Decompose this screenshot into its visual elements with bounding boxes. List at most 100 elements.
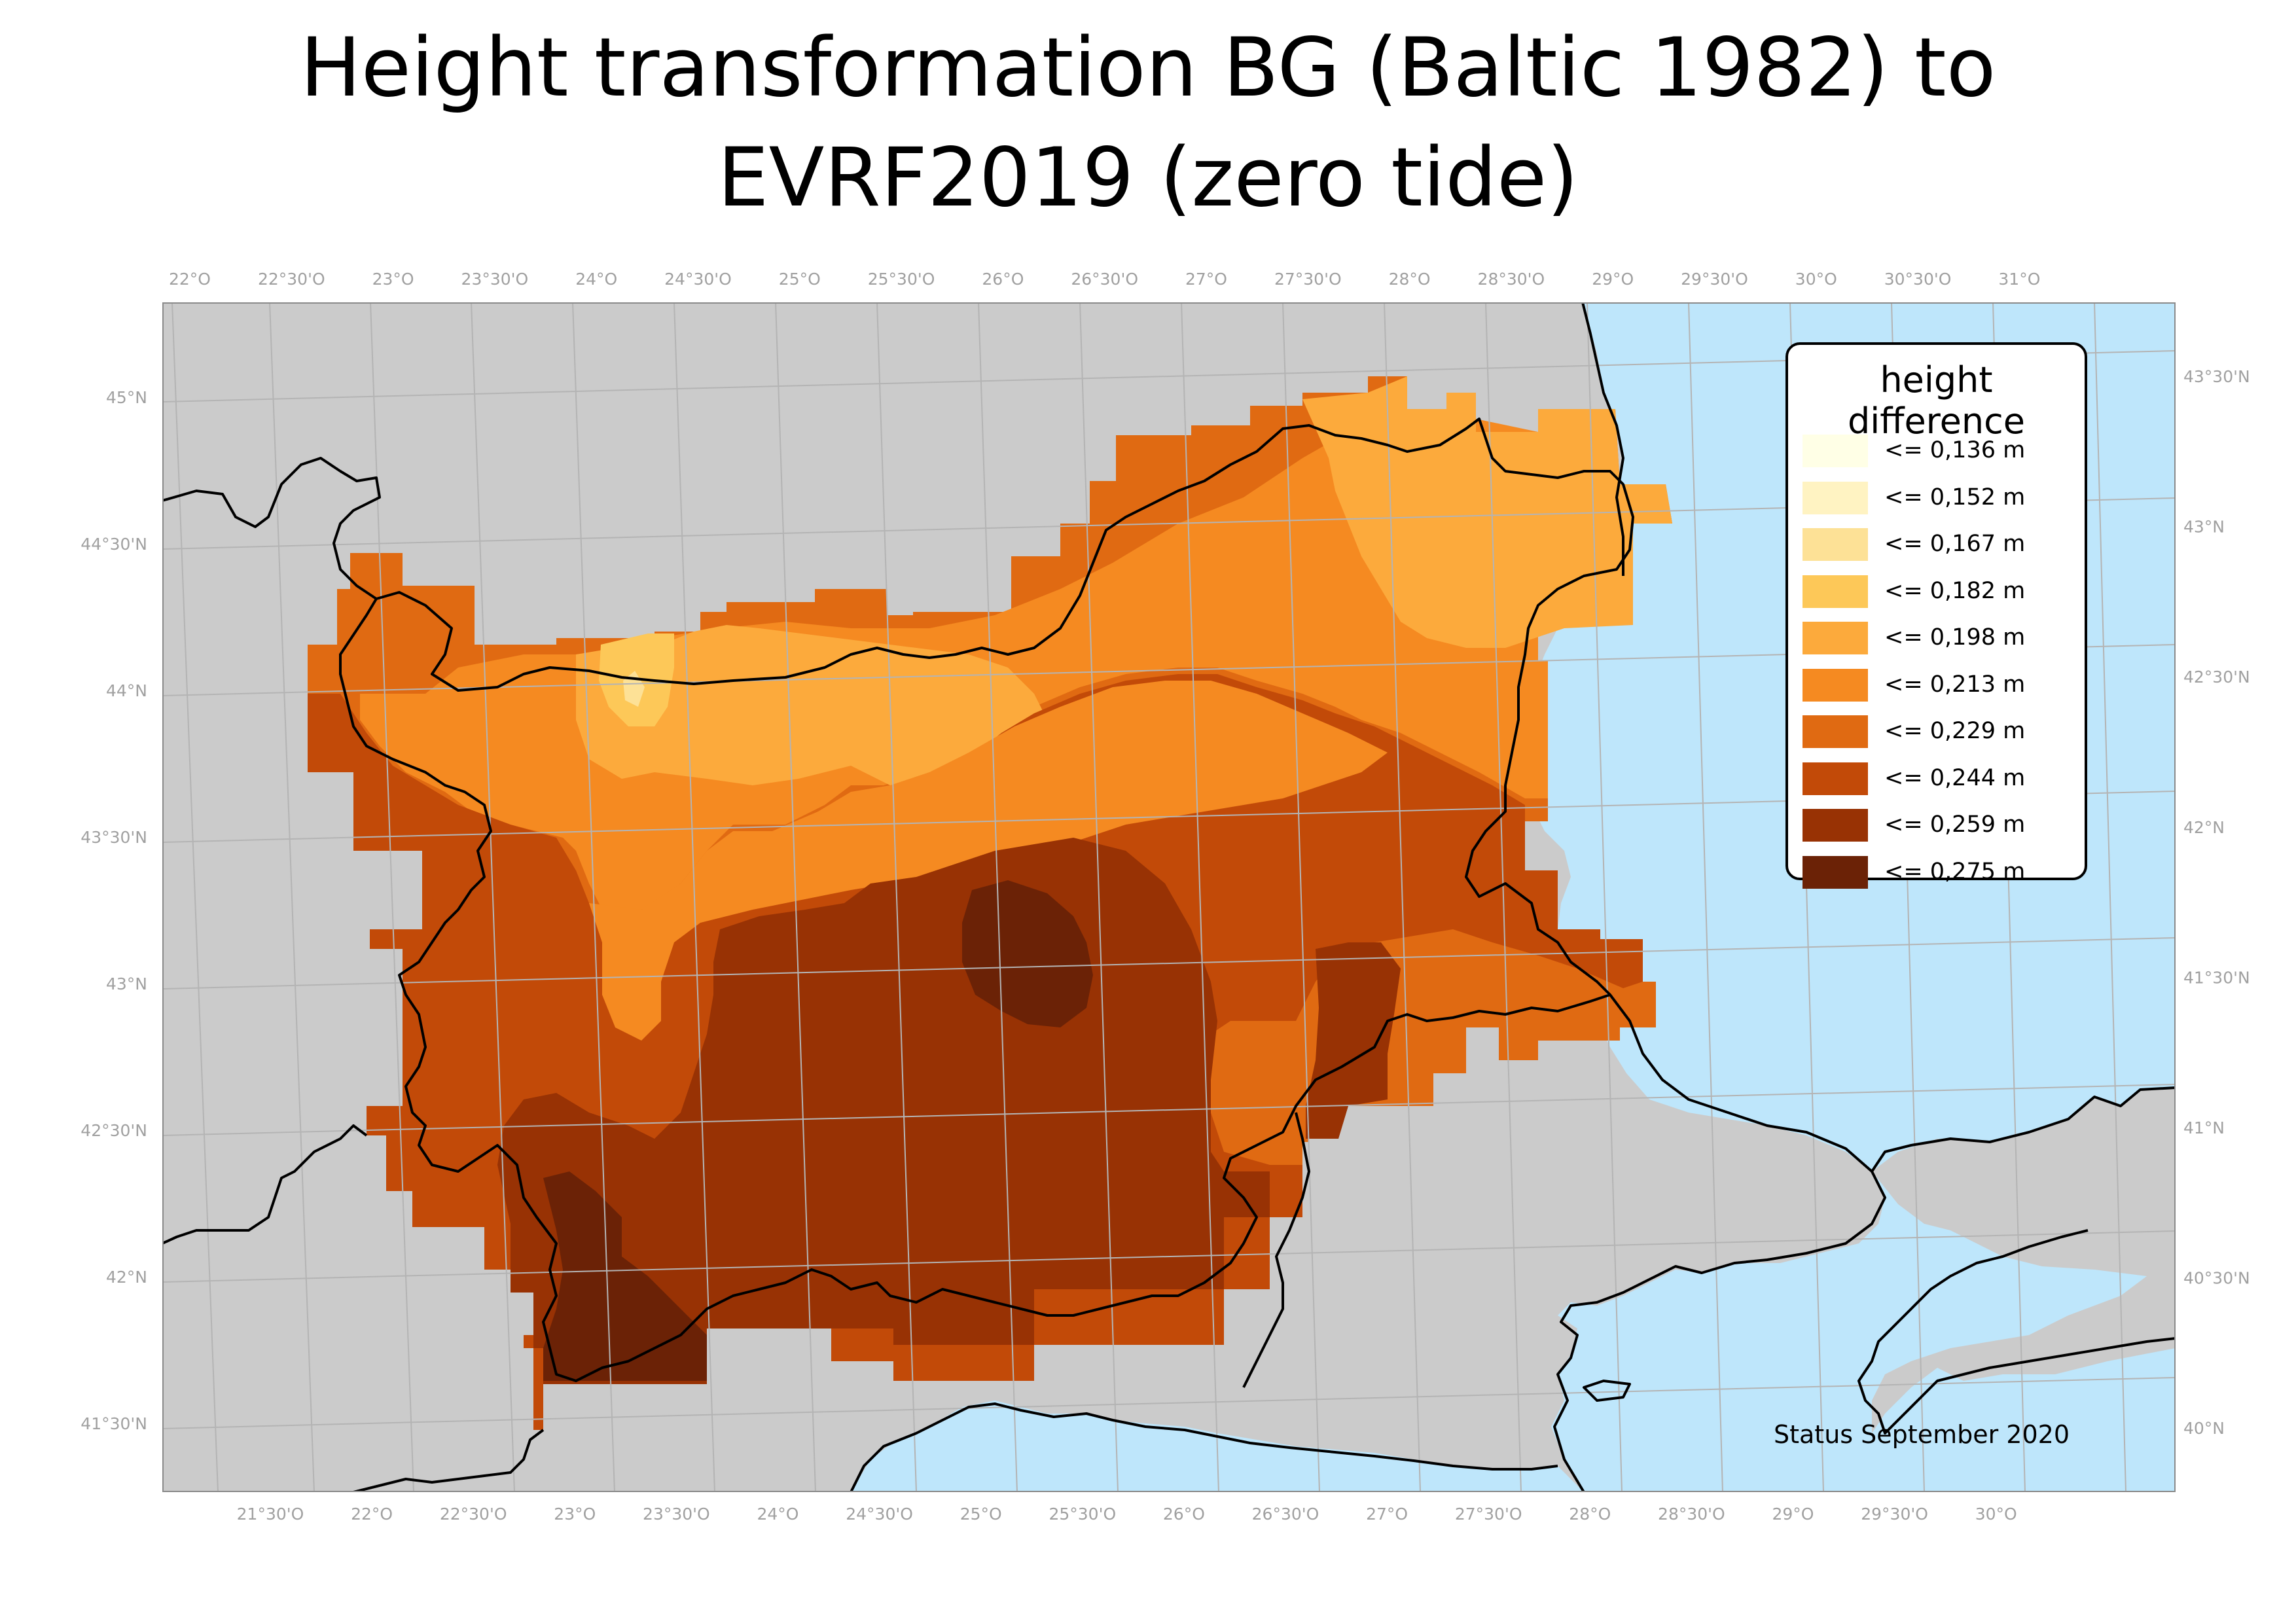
top-lon-label: 26°30'O <box>1071 270 1138 289</box>
macedonia-greece-border <box>353 1429 545 1492</box>
legend-swatch <box>1803 575 1868 608</box>
map-title-line-1: Height transformation BG (Baltic 1982) t… <box>300 21 1996 115</box>
left-lat-label: 44°30'N <box>81 535 147 554</box>
raster-zone-259-east <box>1306 942 1401 1139</box>
legend-title: height difference <box>1847 359 2026 442</box>
left-lat-label: 43°30'N <box>81 828 147 847</box>
turkey-coast <box>1609 993 2176 1173</box>
right-lat-label: 43°30'N <box>2183 367 2250 386</box>
legend-label: <= 0,136 m <box>1884 437 2026 463</box>
left-lat-label: 42°30'N <box>81 1121 147 1140</box>
top-lon-label: 28°O <box>1389 270 1431 289</box>
left-lat-label: 44°N <box>106 681 147 700</box>
bottom-lon-label: 22°O <box>351 1505 393 1524</box>
legend-label: <= 0,167 m <box>1884 531 2026 557</box>
status-text: Status September 2020 <box>1774 1420 2070 1449</box>
bottom-lon-label: 25°O <box>960 1505 1002 1524</box>
legend-swatch <box>1803 481 1868 514</box>
left-lat-label: 45°N <box>106 388 147 407</box>
top-lon-label: 22°30'O <box>258 270 325 289</box>
north-black-sea-coast <box>1581 302 1624 576</box>
top-lon-label: 30°30'O <box>1884 270 1952 289</box>
legend-swatch <box>1803 435 1868 467</box>
top-lon-label: 25°30'O <box>868 270 935 289</box>
bottom-lon-label: 30°O <box>1975 1505 2017 1524</box>
legend-swatch <box>1803 668 1868 702</box>
legend-swatch <box>1803 528 1868 561</box>
bottom-lon-label: 21°30'O <box>237 1505 304 1524</box>
graticule-labels: 22°O 22°30'O 23°O 23°30'O 24°O 24°30'O 25°O 25°… <box>81 270 2250 1524</box>
legend-label: <= 0,229 m <box>1884 718 2026 744</box>
top-lon-label: 28°30'O <box>1478 270 1545 289</box>
left-lat-label: 42°N <box>106 1268 147 1287</box>
top-lon-label: 30°O <box>1795 270 1837 289</box>
bottom-lon-label: 25°30'O <box>1049 1505 1116 1524</box>
map-title-line-2: EVRF2019 (zero tide) <box>717 131 1579 225</box>
top-lon-label: 29°30'O <box>1681 270 1748 289</box>
legend-swatch <box>1803 855 1868 889</box>
right-lat-label: 41°30'N <box>2183 968 2250 987</box>
top-lon-label: 29°O <box>1592 270 1634 289</box>
raster-zone-213 <box>360 419 1672 916</box>
left-lat-label: 41°30'N <box>81 1414 147 1433</box>
legend-label: <= 0,182 m <box>1884 577 2026 604</box>
legend-label: <= 0,275 m <box>1884 858 2026 885</box>
top-lon-label: 27°O <box>1185 270 1227 289</box>
top-lon-label: 24°30'O <box>664 270 732 289</box>
bottom-lon-label: 28°O <box>1569 1505 1611 1524</box>
legend-label: <= 0,244 m <box>1884 764 2026 791</box>
bottom-lon-label: 27°O <box>1366 1505 1408 1524</box>
bottom-lon-label: 27°30'O <box>1455 1505 1522 1524</box>
right-lat-label: 41°N <box>2183 1118 2225 1137</box>
legend-label: <= 0,259 m <box>1884 812 2026 838</box>
raster-zone-275-sw <box>543 1171 707 1381</box>
right-lat-label: 42°30'N <box>2183 668 2250 687</box>
right-lat-label: 43°N <box>2183 518 2225 537</box>
romania-serbia-border <box>162 457 381 600</box>
legend-swatch <box>1803 762 1868 795</box>
legend-label: <= 0,213 m <box>1884 671 2026 698</box>
bottom-lon-label: 29°30'O <box>1861 1505 1928 1524</box>
right-lat-label: 40°N <box>2183 1419 2225 1438</box>
island <box>1583 1380 1631 1402</box>
top-lon-label: 22°O <box>169 270 211 289</box>
bulgaria-border <box>339 418 1634 1382</box>
right-lat-label: 42°N <box>2183 818 2225 837</box>
map-title: Height transformation BG (Baltic 1982) t… <box>0 13 2296 233</box>
legend: height difference <= 0,136 m <= 0,152 m <=… <box>1785 342 2087 889</box>
legend-swatch <box>1803 809 1868 842</box>
bottom-lon-label: 26°30'O <box>1252 1505 1319 1524</box>
marmara-south-coast <box>1857 1229 2176 1435</box>
top-lon-label: 26°O <box>982 270 1024 289</box>
top-lon-label: 24°O <box>575 270 617 289</box>
bottom-lon-label: 24°30'O <box>846 1505 913 1524</box>
left-lat-label: 43°N <box>106 974 147 993</box>
raster-zone-275-center <box>962 880 1093 1027</box>
bottom-lon-label: 26°O <box>1163 1505 1205 1524</box>
raster-zone-198-north <box>576 625 1047 805</box>
legend-swatch <box>1803 622 1868 654</box>
bottom-lon-label: 23°30'O <box>643 1505 710 1524</box>
marmara-coast <box>1553 1171 1886 1492</box>
bottom-lon-label: 22°30'O <box>440 1505 507 1524</box>
bottom-lon-label: 23°O <box>554 1505 596 1524</box>
height-difference-raster <box>308 376 1672 1430</box>
bottom-lon-label: 24°O <box>757 1505 799 1524</box>
legend-swatch <box>1803 715 1868 748</box>
bottom-lon-label: 29°O <box>1772 1505 1814 1524</box>
bottom-lon-label: 28°30'O <box>1658 1505 1725 1524</box>
legend-label: <= 0,152 m <box>1884 484 2026 510</box>
top-lon-label: 23°O <box>372 270 414 289</box>
country-borders <box>162 302 2176 1492</box>
greece-turkey-border <box>1242 1112 1310 1388</box>
serbia-macedonia-border <box>162 1124 368 1245</box>
legend-label: <= 0,198 m <box>1884 624 2026 651</box>
aegean-coast <box>850 1402 1558 1492</box>
top-lon-label: 23°30'O <box>461 270 529 289</box>
top-lon-label: 25°O <box>779 270 821 289</box>
raster-zone-198 <box>1302 376 1672 648</box>
top-lon-label: 31°O <box>1998 270 2040 289</box>
right-lat-label: 40°30'N <box>2183 1269 2250 1288</box>
top-lon-label: 27°30'O <box>1274 270 1342 289</box>
